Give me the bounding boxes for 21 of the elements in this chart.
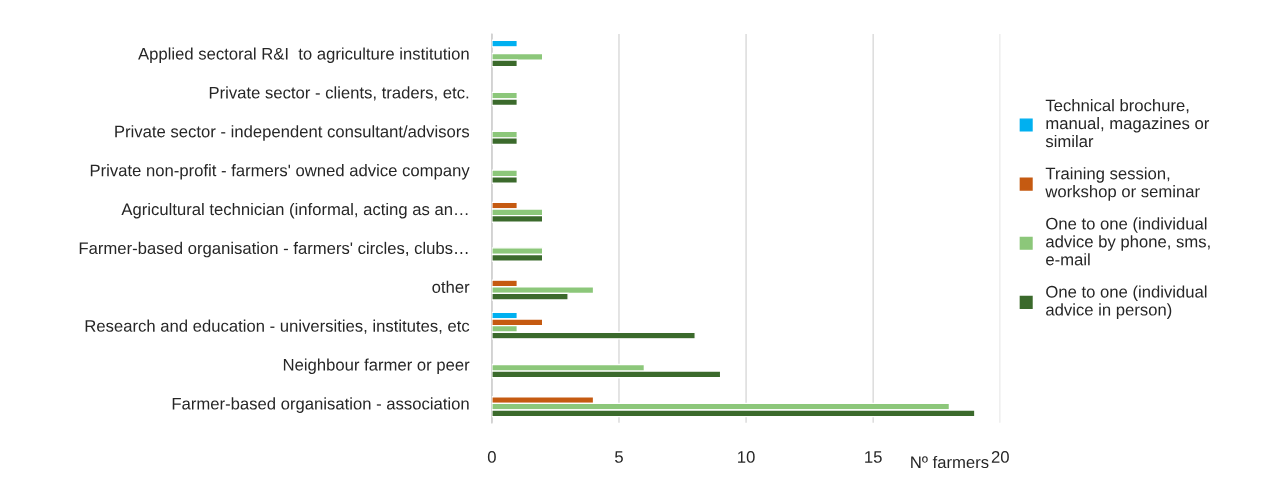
x-tick-label: 5 bbox=[615, 451, 623, 463]
x-axis-title: Nº farmers bbox=[911, 455, 989, 469]
x-tick-label: 15 bbox=[865, 451, 882, 463]
legend-label: Training session, workshop or seminar bbox=[1045, 167, 1200, 201]
x-tick-label: 10 bbox=[738, 451, 755, 463]
y-tick-label: Agricultural technician (informal, acting as an… bbox=[121, 202, 468, 219]
y-tick-label: Private non-profit - farmers' owned advice company bbox=[90, 164, 470, 180]
legend-label: Technical brochure, manual, magazines or similar bbox=[1045, 99, 1210, 148]
y-tick-label: other bbox=[432, 280, 470, 293]
legend-label: One to one (individual advice by phone, sms, e-mail bbox=[1046, 217, 1210, 266]
y-tick-label: Private sector - clients, traders, etc. bbox=[209, 86, 469, 101]
y-tick-label: Neighbour farmer or peer bbox=[283, 358, 470, 374]
y-tick-label: Applied sectoral R&I to agriculture institution bbox=[138, 47, 469, 63]
legend-label: One to one (individual advice in person) bbox=[1046, 285, 1207, 319]
y-tick-label: Research and education - universities, institutes, etc bbox=[85, 319, 470, 334]
x-tick-label: 0 bbox=[487, 451, 496, 463]
bar bbox=[491, 39, 518, 48]
y-tick-label: Private sector - independent consultant/advisors bbox=[115, 125, 470, 141]
x-tick-label: 20 bbox=[991, 451, 1009, 463]
y-tick-label: Farmer-based organisation - association bbox=[172, 397, 469, 413]
y-tick-label: Farmer-based organisation - farmers' circles, clubs… bbox=[79, 241, 468, 258]
